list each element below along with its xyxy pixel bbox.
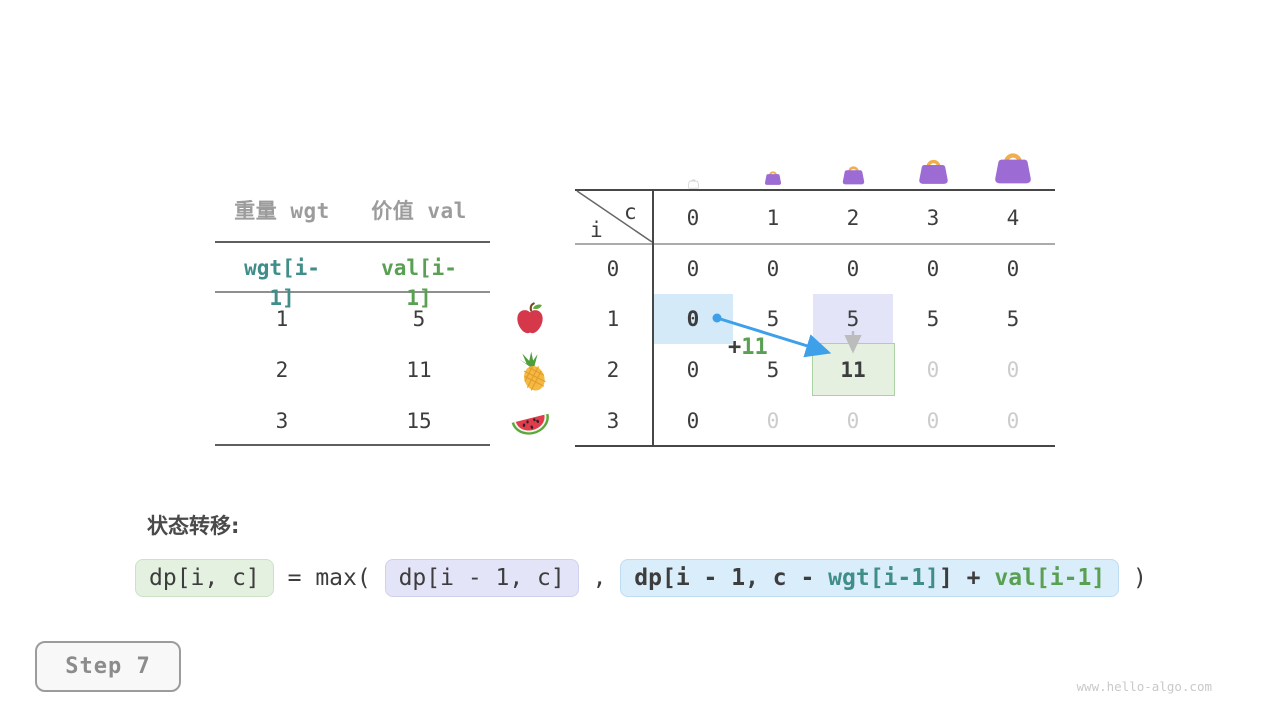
dp-col-header: 0 <box>686 206 700 230</box>
dp-cell-r1-c4: 5 <box>1006 307 1020 331</box>
items-cell: 1 <box>275 307 289 331</box>
formula-arg2-segment: ] <box>938 565 953 591</box>
dp-col-header: 3 <box>926 206 940 230</box>
items-cell: 3 <box>275 409 289 433</box>
watermelon-icon <box>509 403 553 441</box>
plus-sign: + <box>728 335 742 360</box>
formula-arg1-chip: dp[i - 1, c] <box>384 559 579 597</box>
dp-cell-r3-c2: 0 <box>846 409 860 433</box>
dp-row-header-vrule <box>652 189 654 447</box>
dp-cell-r1-c2: 5 <box>846 307 860 331</box>
items-cell: 15 <box>406 409 432 433</box>
apple-icon <box>513 301 547 335</box>
dp-cell-r0-c4: 0 <box>1006 257 1020 281</box>
items-table-bottom-rule <box>215 444 490 446</box>
dp-row-header: 2 <box>606 358 620 382</box>
dp-table-top-rule <box>575 189 1055 191</box>
items-col-header: 价值 val <box>371 199 467 223</box>
dp-row-header: 0 <box>606 257 620 281</box>
gain-value: 11 <box>741 335 768 360</box>
dp-table-bottom-rule <box>575 445 1055 447</box>
items-cell: 2 <box>275 358 289 382</box>
formula-close-paren: ) <box>1119 565 1147 591</box>
formula-equals: = <box>273 565 316 591</box>
items-cell: 11 <box>406 358 432 382</box>
bag-capacity-0-icon <box>687 174 700 193</box>
formula-arg2-segment: + <box>952 565 995 591</box>
formula-arg2-segment: wgt[i-1] <box>828 565 939 591</box>
items-cell: 5 <box>412 307 426 331</box>
state-transition-heading: 状态转移: <box>147 514 240 538</box>
formula-arg2-segment: dp[i - 1, c - <box>634 565 829 591</box>
bag-capacity-2-icon <box>840 162 867 190</box>
dp-col-header: 2 <box>846 206 860 230</box>
dp-cell-r3-c3: 0 <box>926 409 940 433</box>
dp-row-header: 3 <box>606 409 620 433</box>
dp-cell-r0-c0: 0 <box>686 257 700 281</box>
corner-col-var-label: c <box>624 200 637 224</box>
items-table-mid-rule <box>215 291 490 293</box>
dp-cell-r0-c3: 0 <box>926 257 940 281</box>
dp-cell-r2-c2: 11 <box>840 358 866 382</box>
items-table-top-rule <box>215 241 490 243</box>
formula-lhs-chip: dp[i, c] <box>135 559 274 597</box>
dp-cell-r1-c0: 0 <box>686 307 700 331</box>
formula-arg2-chip: dp[i - 1, c - wgt[i-1]] + val[i-1] <box>620 559 1120 597</box>
pineapple-icon <box>512 349 552 393</box>
items-index-label: wgt[i-1] <box>244 256 320 310</box>
transition-gain-label: +11 <box>728 335 768 360</box>
formula-comma: , <box>578 565 621 591</box>
dp-col-header: 1 <box>766 206 780 230</box>
dp-cell-r0-c1: 0 <box>766 257 780 281</box>
dp-cell-r2-c4: 0 <box>1006 358 1020 382</box>
dp-cell-r0-c2: 0 <box>846 257 860 281</box>
formula-max-open: max( <box>315 565 385 591</box>
step-badge-label: Step 7 <box>65 654 151 679</box>
dp-cell-r3-c4: 0 <box>1006 409 1020 433</box>
bag-capacity-3-icon <box>916 154 951 190</box>
dp-col-header: 4 <box>1006 206 1020 230</box>
formula-arg2-segment: val[i-1] <box>994 565 1106 591</box>
corner-diagonal-line <box>576 190 653 243</box>
items-index-label: val[i-1] <box>381 256 457 310</box>
dp-row-header: 1 <box>606 307 620 331</box>
dp-cell-r3-c1: 0 <box>766 409 780 433</box>
watermark: www.hello-algo.com <box>1076 679 1212 694</box>
dp-cell-r1-c3: 5 <box>926 307 940 331</box>
dp-cell-r3-c0: 0 <box>686 409 700 433</box>
items-col-header: 重量 wgt <box>234 199 330 223</box>
bag-capacity-4-icon <box>991 146 1035 190</box>
bag-capacity-1-icon <box>763 168 783 190</box>
dp-cell-r2-c0: 0 <box>686 358 700 382</box>
dp-cell-r2-c3: 0 <box>926 358 940 382</box>
corner-row-var-label: i <box>590 218 603 242</box>
dp-header-rule <box>575 243 1055 245</box>
step-badge: Step 7 <box>35 641 181 692</box>
transition-formula: dp[i, c] = max( dp[i - 1, c] , dp[i - 1,… <box>135 559 1147 597</box>
dp-cell-r2-c1: 5 <box>766 358 780 382</box>
